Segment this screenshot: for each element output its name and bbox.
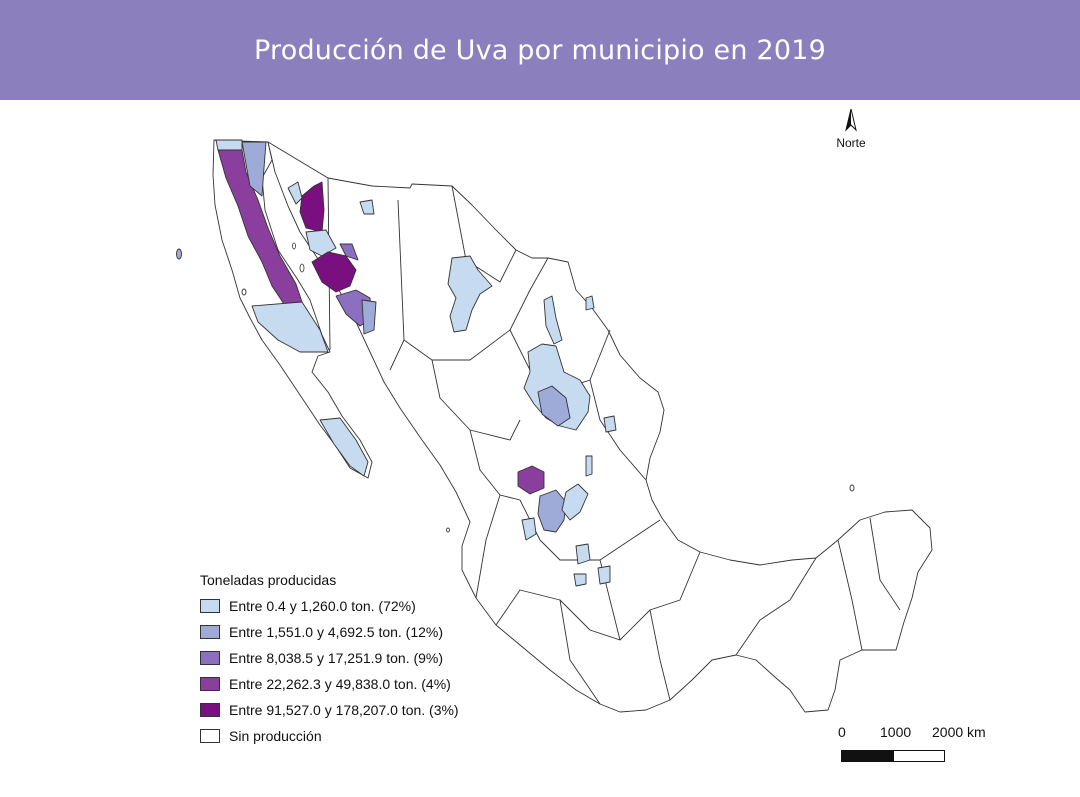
region-zacatecas-1: [523, 343, 591, 431]
region-sonora-north: [287, 181, 303, 205]
legend-item: Entre 8,038.5 y 17,251.9 ton. (9%): [200, 645, 459, 671]
legend-label: Sin producción: [229, 728, 322, 744]
legend-label: Entre 22,262.3 y 49,838.0 ton. (4%): [229, 676, 451, 692]
legend-item: Entre 22,262.3 y 49,838.0 ton. (4%): [200, 671, 459, 697]
scale-label: 2000 km: [932, 724, 986, 740]
legend-label: Entre 8,038.5 y 17,251.9 ton. (9%): [229, 650, 444, 666]
legend-label: Entre 0.4 y 1,260.0 ton. (72%): [229, 598, 416, 614]
north-arrow-icon: [845, 108, 857, 132]
region-nl-1: [543, 295, 563, 345]
region-coahuila-1: [447, 255, 493, 333]
legend-swatch: [200, 625, 220, 639]
mexico-map: [176, 139, 933, 713]
region-hidalgo: [575, 543, 591, 565]
region-slp-1: [603, 415, 617, 433]
region-jalisco-e: [521, 517, 537, 541]
legend-item: Entre 1,551.0 y 4,692.5 ton. (12%): [200, 619, 459, 645]
region-queretaro: [561, 483, 589, 521]
region-zacatecas-2: [537, 385, 571, 427]
map-title: Producción de Uva por municipio en 2019: [254, 34, 826, 66]
region-hermosillo: [311, 251, 357, 293]
north-label: Norte: [836, 136, 866, 150]
legend-title: Toneladas producidas: [200, 572, 337, 588]
region-sonora-east: [339, 243, 359, 261]
scale-label: 1000: [880, 724, 912, 740]
region-sonora-south2: [361, 299, 377, 335]
legend: Toneladas producidas Entre 0.4 y 1,260.0…: [200, 572, 459, 749]
region-baja-sur-north: [251, 301, 329, 353]
legend-label: Entre 1,551.0 y 4,692.5 ton. (12%): [229, 624, 444, 640]
region-slp-2: [585, 455, 593, 477]
legend-item: Entre 91,527.0 y 178,207.0 ton. (3%): [200, 697, 459, 723]
legend-item: Entre 0.4 y 1,260.0 ton. (72%): [200, 593, 459, 619]
scale-label: 0: [838, 724, 846, 740]
legend-label: Entre 91,527.0 y 178,207.0 ton. (3%): [229, 702, 459, 718]
mainland-mexico: [267, 141, 933, 713]
scale-bar: 0 1000 2000 km: [838, 724, 988, 768]
region-caborca: [299, 181, 325, 233]
legend-swatch: [200, 677, 220, 691]
region-baja-sur-south: [319, 417, 369, 477]
region-mexico: [573, 573, 587, 587]
region-aguascalientes: [517, 465, 545, 495]
region-puebla: [597, 565, 611, 585]
legend-swatch: [200, 703, 220, 717]
region-nl-2: [585, 295, 595, 311]
scale-segment-white: [893, 750, 945, 762]
legend-item: Sin producción: [200, 723, 459, 749]
region-sonora-n2: [359, 199, 375, 215]
title-bar: Producción de Uva por municipio en 2019: [0, 0, 1080, 100]
legend-swatch: [200, 599, 220, 613]
legend-swatch: [200, 729, 220, 743]
region-tecate: [241, 141, 267, 197]
region-tijuana: [215, 139, 243, 151]
legend-swatch: [200, 651, 220, 665]
region-guanajuato: [537, 489, 567, 533]
scale-segment-black: [841, 750, 893, 762]
north-arrow: Norte: [828, 108, 874, 150]
